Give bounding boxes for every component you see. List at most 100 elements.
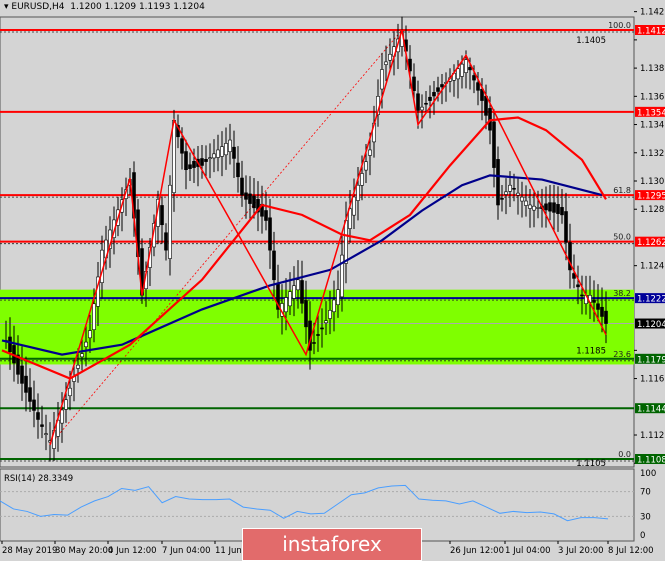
symbol-label: EURUSD,H4	[11, 2, 65, 12]
price-tag-label: 1.1144	[637, 405, 665, 415]
x-tick-label: 28 May 2019	[2, 546, 57, 556]
candle	[524, 200, 528, 206]
candle	[292, 285, 296, 299]
candle	[364, 161, 368, 171]
candle	[188, 164, 192, 169]
candle	[76, 364, 80, 369]
price-tag-label: 1.1354	[637, 108, 665, 118]
candle	[532, 205, 536, 211]
candle	[576, 284, 580, 288]
candle	[492, 121, 496, 168]
candle	[552, 202, 556, 213]
candle	[204, 158, 208, 162]
rsi-line	[0, 484, 609, 522]
ohlc-readout: 1.1200 1.1209 1.1193 1.1204	[70, 2, 205, 12]
candle	[212, 153, 216, 159]
y-tick-label: 1.1425	[640, 8, 665, 18]
candle	[360, 173, 364, 186]
candle	[336, 289, 340, 306]
candle	[200, 158, 204, 166]
x-tick-label: 4 Jun 12:00	[108, 546, 157, 556]
x-tick-label: 8 Jul 12:00	[608, 546, 654, 556]
price-tag	[635, 454, 665, 465]
candle	[460, 63, 464, 77]
support-zone	[0, 289, 634, 365]
slow-moving-average	[1, 174, 603, 356]
chart-title: ▾ EURUSD,H4 1.1200 1.1209 1.1193 1.1204	[4, 2, 205, 12]
candle	[428, 96, 432, 101]
price-tag	[635, 293, 665, 304]
candle	[264, 210, 268, 221]
y-tick-label: 1.1405	[576, 36, 606, 46]
candle	[472, 75, 476, 81]
candle	[512, 187, 516, 190]
candle	[284, 297, 288, 313]
y-tick-label: 1.1285	[640, 205, 665, 215]
candle	[316, 334, 320, 336]
candle	[36, 412, 40, 420]
candle	[368, 149, 372, 156]
candle	[536, 207, 540, 209]
candle	[468, 67, 472, 71]
instaforex-watermark: instaforex	[242, 528, 422, 561]
rsi-tick-label: 70	[640, 488, 651, 498]
candle	[592, 299, 596, 303]
candle	[64, 399, 68, 410]
price-tag	[635, 106, 665, 117]
candle	[456, 68, 460, 80]
rsi-tick-label: 30	[640, 512, 651, 522]
x-tick-label: 3 Jul 20:00	[558, 546, 604, 556]
x-tick-label: 26 Jun 12:00	[450, 546, 504, 556]
candle	[508, 184, 512, 192]
candle	[604, 310, 608, 324]
candle	[228, 139, 232, 153]
candle	[192, 160, 196, 168]
candle	[348, 208, 352, 229]
candle	[32, 399, 36, 411]
candle	[556, 204, 560, 214]
candle	[516, 192, 520, 196]
price-tag	[635, 353, 665, 364]
candle	[432, 92, 436, 97]
candle	[600, 306, 604, 317]
y-tick-label: 1.1245	[640, 262, 665, 272]
candle	[268, 217, 272, 251]
candle	[544, 203, 548, 211]
candle	[520, 196, 524, 202]
candle	[596, 303, 600, 310]
fib-level-label: 50.0	[613, 233, 631, 242]
candle	[572, 273, 576, 279]
x-tick-label: 7 Jun 04:00	[162, 546, 211, 556]
candle	[476, 82, 480, 91]
candle	[168, 184, 172, 259]
candle	[272, 250, 276, 281]
candle	[256, 199, 260, 213]
candle	[388, 53, 392, 61]
price-tag-label: 1.1412	[637, 27, 665, 37]
candle	[568, 242, 572, 271]
fib-level-label: 23.6	[613, 350, 631, 359]
candle	[28, 387, 32, 402]
candle	[352, 196, 356, 216]
candle	[500, 198, 504, 200]
candle	[252, 195, 256, 209]
candle	[380, 69, 384, 90]
y-tick-label: 1.1185	[576, 346, 606, 356]
fib-anchor-line	[49, 29, 403, 446]
candle	[172, 120, 176, 193]
candle	[16, 354, 20, 375]
price-tag	[635, 236, 665, 247]
candle	[92, 303, 96, 330]
candle	[232, 146, 236, 159]
candle	[312, 342, 316, 344]
price-tag-label: 1.1262	[637, 238, 665, 248]
candle	[320, 327, 324, 330]
candle	[20, 365, 24, 384]
candle	[248, 193, 252, 204]
candle	[240, 177, 244, 196]
candle	[24, 375, 28, 393]
price-tag-label: 1.1222	[637, 295, 665, 305]
price-tag	[635, 318, 665, 329]
price-tag-label: 1.1204	[637, 320, 665, 330]
